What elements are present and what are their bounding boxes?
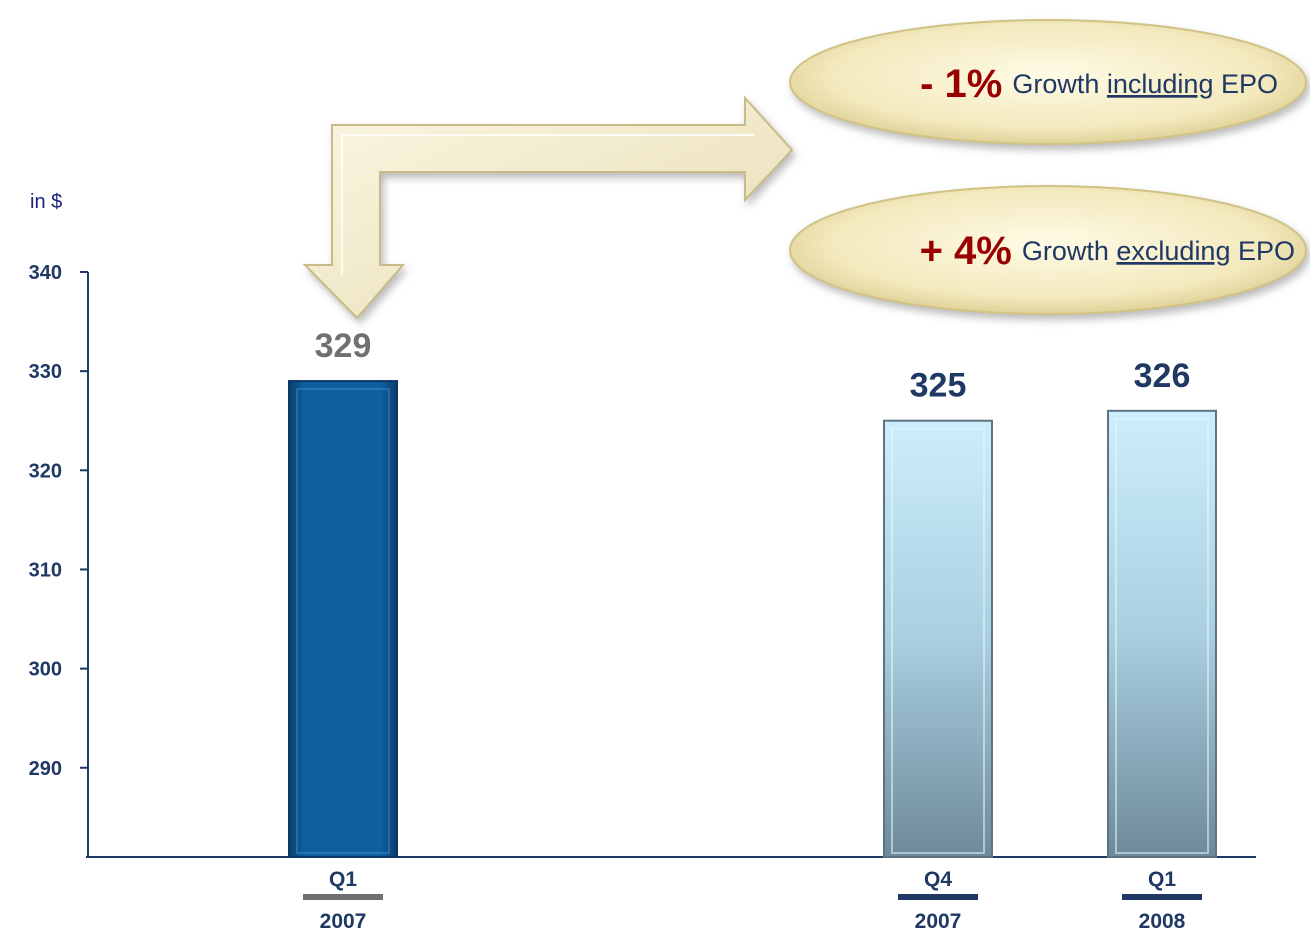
bar-q1-2008 [1107,409,1217,858]
y-tick-label: 290 [29,758,62,780]
y-tick-label: 300 [29,659,62,681]
growth-arrow-inner-line [341,134,755,275]
callout-oval [789,19,1307,145]
category-year: 2007 [320,910,367,933]
callout-post: EPO [1213,69,1278,99]
y-ticks: 340 330 320 310 300 290 [29,262,88,780]
growth-arrow [302,95,794,320]
bars [288,380,1217,858]
category-year: 2007 [915,910,962,933]
callout-key: excluding [1116,236,1230,266]
category-quarter: Q4 [924,868,952,891]
callout-pre: Growth [1022,236,1117,266]
callout-including: - 1% Growth including EPO [789,19,1307,145]
y-tick-label: 330 [29,361,62,383]
callout-pct: + 4% [920,229,1012,273]
callout-post: EPO [1230,236,1295,266]
data-labels: 329 325 326 [315,327,1191,405]
unit-label: in $ [30,191,62,213]
callout-excluding: + 4% Growth excluding EPO [789,185,1307,315]
bar-q4-2007 [883,419,993,858]
data-label: 325 [910,367,967,405]
callout-key: including [1107,69,1214,99]
y-tick-label: 310 [29,559,62,581]
bar-bevel [891,427,985,854]
svg-text:+ 4%Growth excluding EPO: + 4% Growth excluding EPO [920,229,1295,273]
bar-bevel [1115,417,1209,854]
y-tick-label: 320 [29,460,62,482]
data-label: 326 [1134,357,1191,395]
callout-pre: Growth [1012,69,1107,99]
bar-bevel [296,388,390,854]
category-quarter: Q1 [1148,868,1176,891]
y-tick-label: 340 [29,262,62,284]
bar-q1-2007 [288,380,398,858]
svg-text:- 1%Growth including EPO: - 1% Growth including EPO [920,62,1278,106]
category-year: 2008 [1139,910,1186,933]
callout-pct: - 1% [920,62,1002,106]
data-label: 329 [315,327,372,365]
category-labels: Q1 2007 Q4 2007 Q1 2008 [303,868,1202,933]
axes [86,272,1256,858]
callout-oval [789,185,1307,315]
category-quarter: Q1 [329,868,357,891]
